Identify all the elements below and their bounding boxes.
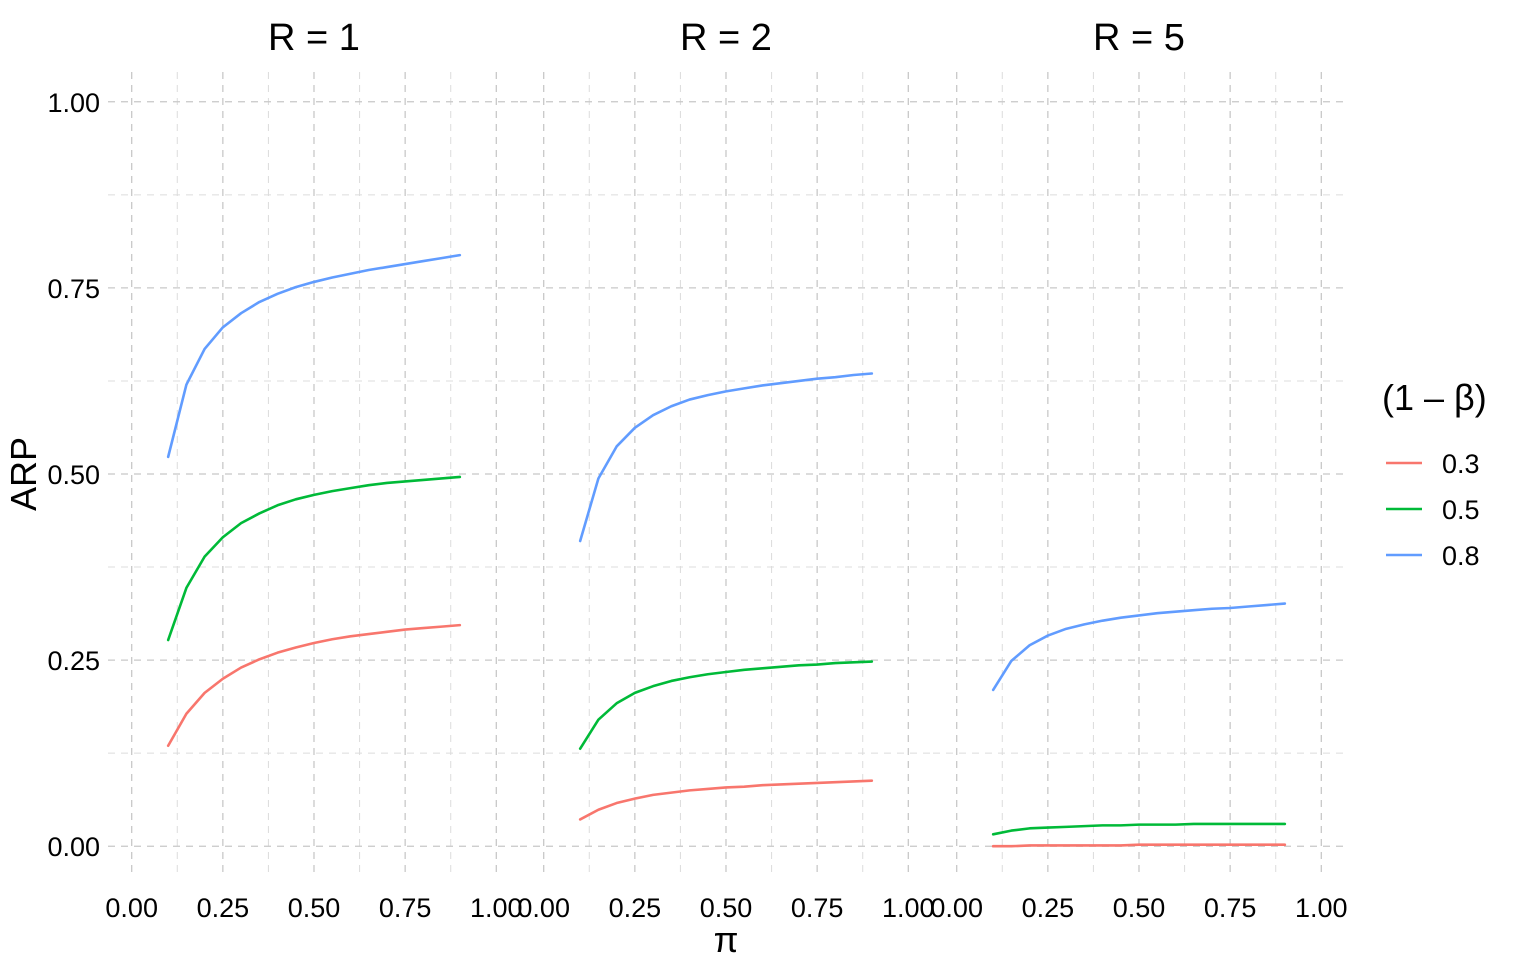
y-tick-label: 0.00 bbox=[47, 832, 100, 862]
y-axis: 0.00 0.25 0.50 0.75 1.00 bbox=[47, 88, 100, 862]
y-axis-title: ARP bbox=[3, 437, 44, 511]
x-tick-label: 0.00 bbox=[930, 893, 983, 923]
x-tick-label: 0.75 bbox=[791, 893, 844, 923]
series-line-0-5 bbox=[578, 660, 874, 751]
x-tick-label: 0.25 bbox=[197, 893, 250, 923]
series-line-0-8 bbox=[991, 602, 1287, 692]
series-line-0-5 bbox=[166, 475, 462, 642]
panels-layer: R = 1 0.00 0.25 0.50 0.75 1.00 R = 2 0.00 0.25 0.… bbox=[105, 17, 1347, 923]
series-line-0-8 bbox=[166, 253, 462, 459]
x-axis-title: π bbox=[714, 919, 739, 960]
x-tick-label: 0.50 bbox=[288, 893, 341, 923]
x-tick-label: 0.25 bbox=[1022, 893, 1075, 923]
facet-title: R = 5 bbox=[1093, 17, 1185, 59]
x-tick-label: 0.75 bbox=[379, 893, 432, 923]
facet-title: R = 2 bbox=[680, 17, 772, 59]
legend-label: 0.8 bbox=[1442, 541, 1480, 571]
legend-label: 0.3 bbox=[1442, 449, 1480, 479]
facet-title: R = 1 bbox=[268, 17, 360, 59]
x-tick-label: 0.25 bbox=[609, 893, 662, 923]
facet-panel-1: R = 1 0.00 0.25 0.50 0.75 1.00 bbox=[105, 17, 522, 923]
x-tick-label: 0.75 bbox=[1204, 893, 1257, 923]
x-tick-label: 0.00 bbox=[517, 893, 570, 923]
facet-panel-2: R = 2 0.00 0.25 0.50 0.75 1.00 bbox=[517, 17, 934, 923]
y-tick-label: 0.50 bbox=[47, 460, 100, 490]
legend-title: (1 – β) bbox=[1382, 377, 1487, 418]
x-tick-label: 0.50 bbox=[1113, 893, 1166, 923]
y-tick-label: 0.75 bbox=[47, 274, 100, 304]
facet-panel-3: R = 5 0.00 0.25 0.50 0.75 1.00 bbox=[930, 17, 1347, 923]
x-tick-label: 0.00 bbox=[105, 893, 158, 923]
y-tick-label: 1.00 bbox=[47, 88, 100, 118]
series-line-0-3 bbox=[991, 843, 1287, 848]
y-tick-label: 0.25 bbox=[47, 646, 100, 676]
series-line-0-5 bbox=[991, 822, 1287, 836]
series-line-0-3 bbox=[578, 779, 874, 821]
x-tick-label: 0.50 bbox=[700, 893, 753, 923]
legend: (1 – β) 0.3 0.5 0.8 bbox=[1382, 377, 1487, 571]
x-tick-label: 1.00 bbox=[470, 893, 523, 923]
series-line-0-8 bbox=[578, 372, 874, 543]
series-line-0-3 bbox=[166, 623, 462, 748]
legend-label: 0.5 bbox=[1442, 495, 1480, 525]
x-tick-label: 1.00 bbox=[882, 893, 935, 923]
x-tick-label: 1.00 bbox=[1295, 893, 1348, 923]
